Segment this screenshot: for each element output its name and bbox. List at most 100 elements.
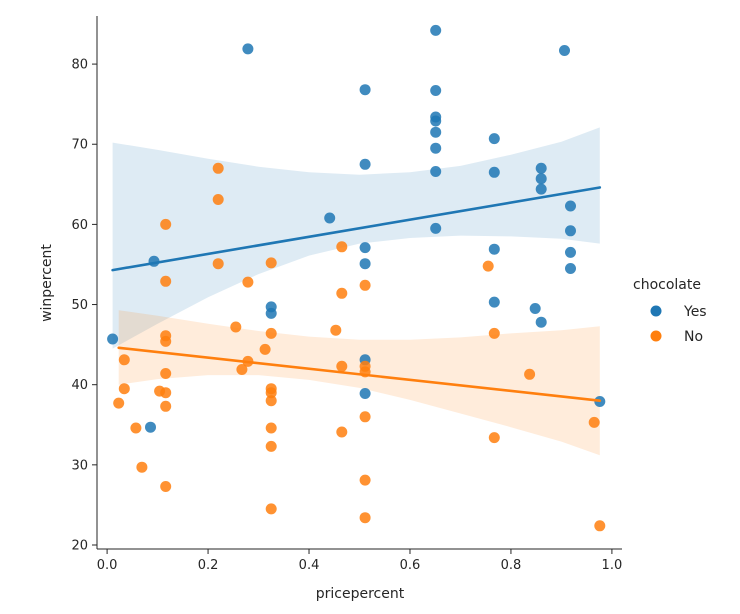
legend: chocolate Yes No xyxy=(633,277,707,345)
y-ticks: 20 30 40 50 60 70 80 xyxy=(71,58,97,553)
regression-line-yes xyxy=(111,186,602,272)
data-point-no xyxy=(212,162,224,174)
regression-lines xyxy=(111,186,602,403)
data-point-no xyxy=(118,354,130,366)
data-point-no xyxy=(482,260,494,272)
data-point-no xyxy=(160,368,172,379)
data-point-yes xyxy=(430,222,442,234)
data-point-yes xyxy=(535,316,547,328)
ci-band-yes xyxy=(112,127,600,349)
data-point-yes xyxy=(488,166,500,178)
x-tick-label: 1.0 xyxy=(602,558,623,573)
legend-marker-yes xyxy=(650,305,662,317)
data-point-no xyxy=(160,275,172,287)
data-point-no xyxy=(488,327,500,339)
data-point-no xyxy=(336,426,348,438)
data-point-yes xyxy=(107,333,119,345)
legend-marker-no xyxy=(650,330,662,342)
data-point-no xyxy=(359,512,371,524)
data-point-yes xyxy=(565,225,576,237)
y-tick-label: 70 xyxy=(71,138,88,153)
data-point-no xyxy=(118,383,130,395)
data-point-no xyxy=(588,416,600,428)
y-axis-label: winpercent xyxy=(39,244,55,322)
data-point-yes xyxy=(430,142,442,154)
data-point-no xyxy=(160,481,172,492)
x-axis-label: pricepercent xyxy=(316,586,405,602)
data-point-no xyxy=(160,400,172,412)
data-point-yes xyxy=(535,183,547,195)
data-point-yes xyxy=(529,303,541,314)
data-point-no xyxy=(212,194,224,205)
data-point-yes xyxy=(324,212,336,224)
data-point-yes xyxy=(359,158,371,170)
y-tick-label: 20 xyxy=(71,538,88,553)
data-point-no xyxy=(524,368,536,380)
legend-label-no: No xyxy=(684,329,703,345)
axes: 0.0 0.2 0.4 0.6 0.8 1.0 20 30 40 50 60 70 80 xyxy=(71,16,622,573)
data-point-yes xyxy=(430,24,442,36)
x-ticks: 0.0 0.2 0.4 0.6 0.8 1.0 xyxy=(97,549,622,573)
data-point-no xyxy=(265,503,277,515)
data-point-yes xyxy=(559,45,570,56)
data-point-no xyxy=(265,327,277,339)
data-point-yes xyxy=(430,166,442,177)
x-tick-label: 0.6 xyxy=(400,558,421,573)
regression-line-no xyxy=(117,346,602,403)
data-point-yes xyxy=(430,126,442,138)
y-tick-label: 60 xyxy=(71,218,88,233)
data-point-no xyxy=(160,335,172,347)
y-tick-label: 30 xyxy=(71,458,88,473)
data-point-yes xyxy=(488,296,500,308)
ci-band-no xyxy=(118,310,600,456)
data-point-no xyxy=(265,440,277,452)
data-point-yes xyxy=(145,421,156,433)
data-point-yes xyxy=(430,115,442,127)
data-point-no xyxy=(265,257,277,269)
data-point-no xyxy=(136,461,148,473)
data-point-yes xyxy=(359,258,371,270)
data-point-no xyxy=(336,241,348,253)
y-tick-label: 50 xyxy=(71,298,88,313)
data-point-no xyxy=(359,279,371,291)
data-point-yes xyxy=(535,162,547,174)
data-point-no xyxy=(336,287,348,299)
data-point-no xyxy=(212,258,224,270)
data-point-yes xyxy=(359,388,371,399)
y-tick-label: 80 xyxy=(71,58,88,73)
data-point-no xyxy=(230,321,242,333)
x-tick-label: 0.4 xyxy=(299,558,320,573)
data-point-no xyxy=(160,218,172,230)
data-point-no xyxy=(359,411,371,423)
data-point-yes xyxy=(265,307,277,319)
data-point-yes xyxy=(359,84,371,96)
data-point-no xyxy=(236,364,248,375)
y-tick-label: 40 xyxy=(71,378,88,393)
data-point-yes xyxy=(488,133,500,145)
confidence-bands xyxy=(112,127,600,456)
data-point-yes xyxy=(359,242,371,254)
data-point-yes xyxy=(430,85,442,96)
data-point-no xyxy=(130,422,142,434)
legend-title: chocolate xyxy=(633,277,701,293)
data-point-yes xyxy=(488,243,500,255)
data-point-no xyxy=(242,276,254,288)
data-point-yes xyxy=(535,173,547,185)
data-point-yes xyxy=(565,200,576,212)
data-point-no xyxy=(265,422,277,434)
data-point-no xyxy=(265,387,277,399)
x-tick-label: 0.0 xyxy=(97,558,118,573)
data-point-no xyxy=(336,360,348,372)
data-point-no xyxy=(330,324,342,336)
data-point-no xyxy=(259,343,271,355)
x-tick-label: 0.2 xyxy=(198,558,219,573)
data-point-yes xyxy=(565,246,576,258)
legend-label-yes: Yes xyxy=(683,304,707,320)
data-point-no xyxy=(265,395,277,407)
data-point-no xyxy=(594,520,606,532)
data-point-no xyxy=(160,387,172,399)
data-point-yes xyxy=(242,43,254,55)
data-point-no xyxy=(488,432,500,444)
x-tick-label: 0.8 xyxy=(501,558,522,573)
